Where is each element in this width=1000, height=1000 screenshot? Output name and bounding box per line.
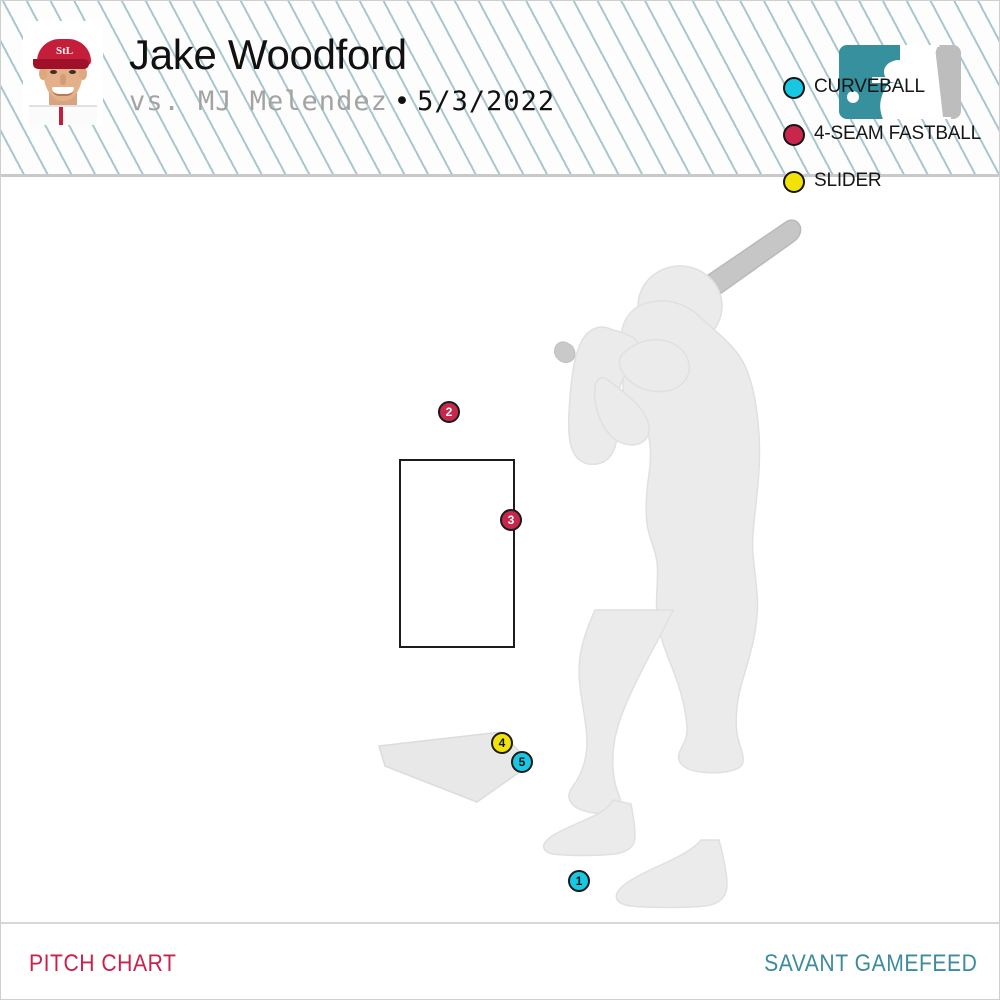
strike-zone-box xyxy=(399,459,515,648)
separator-dot: • xyxy=(393,86,412,117)
mlb-logo-icon xyxy=(839,45,961,119)
headshot-nose xyxy=(60,74,66,85)
game-date: 5/3/2022 xyxy=(417,86,556,117)
legend-swatch-icon xyxy=(783,171,805,193)
pitch-marker-5[interactable]: 5 xyxy=(511,751,533,773)
batter-silhouette xyxy=(378,219,802,909)
legend-item-label: CURVEBALL xyxy=(814,76,925,97)
legend-swatch-icon xyxy=(783,124,805,146)
opponent-label: vs. MJ Melendez xyxy=(129,86,388,117)
footer-chart-label: PITCH CHART xyxy=(29,950,177,977)
headshot-ear-left xyxy=(39,67,47,80)
card-header: StL Jake Woodford vs. MJ Melendez • 5/3/20… xyxy=(1,1,999,177)
headshot-ear-right xyxy=(79,67,87,80)
player-headshot: StL xyxy=(23,21,103,125)
pitch-marker-1[interactable]: 1 xyxy=(568,870,590,892)
headshot-jersey-placket xyxy=(59,107,63,125)
matchup-subtitle: vs. MJ Melendez • 5/3/2022 xyxy=(129,86,555,117)
pitch-marker-4[interactable]: 4 xyxy=(491,732,513,754)
legend-item-label: 4-SEAM FASTBALL xyxy=(814,123,982,144)
card-footer: PITCH CHART SAVANT GAMEFEED xyxy=(1,922,999,999)
headshot-eye-left xyxy=(50,70,57,74)
headshot-mouth xyxy=(52,87,74,96)
batter-body xyxy=(542,265,761,909)
legend-item-label: SLIDER xyxy=(814,170,882,191)
pitch-marker-3[interactable]: 3 xyxy=(500,509,522,531)
headshot-jersey xyxy=(29,105,97,125)
legend-swatch-icon xyxy=(783,77,805,99)
page-title: Jake Woodford xyxy=(129,31,407,78)
headshot-eye-right xyxy=(69,70,76,74)
headshot-cap-brim xyxy=(33,59,89,69)
cardinals-logo-icon: StL xyxy=(56,45,74,57)
footer-brand-label: SAVANT GAMEFEED xyxy=(763,950,977,977)
pitch-marker-2[interactable]: 2 xyxy=(438,401,460,423)
